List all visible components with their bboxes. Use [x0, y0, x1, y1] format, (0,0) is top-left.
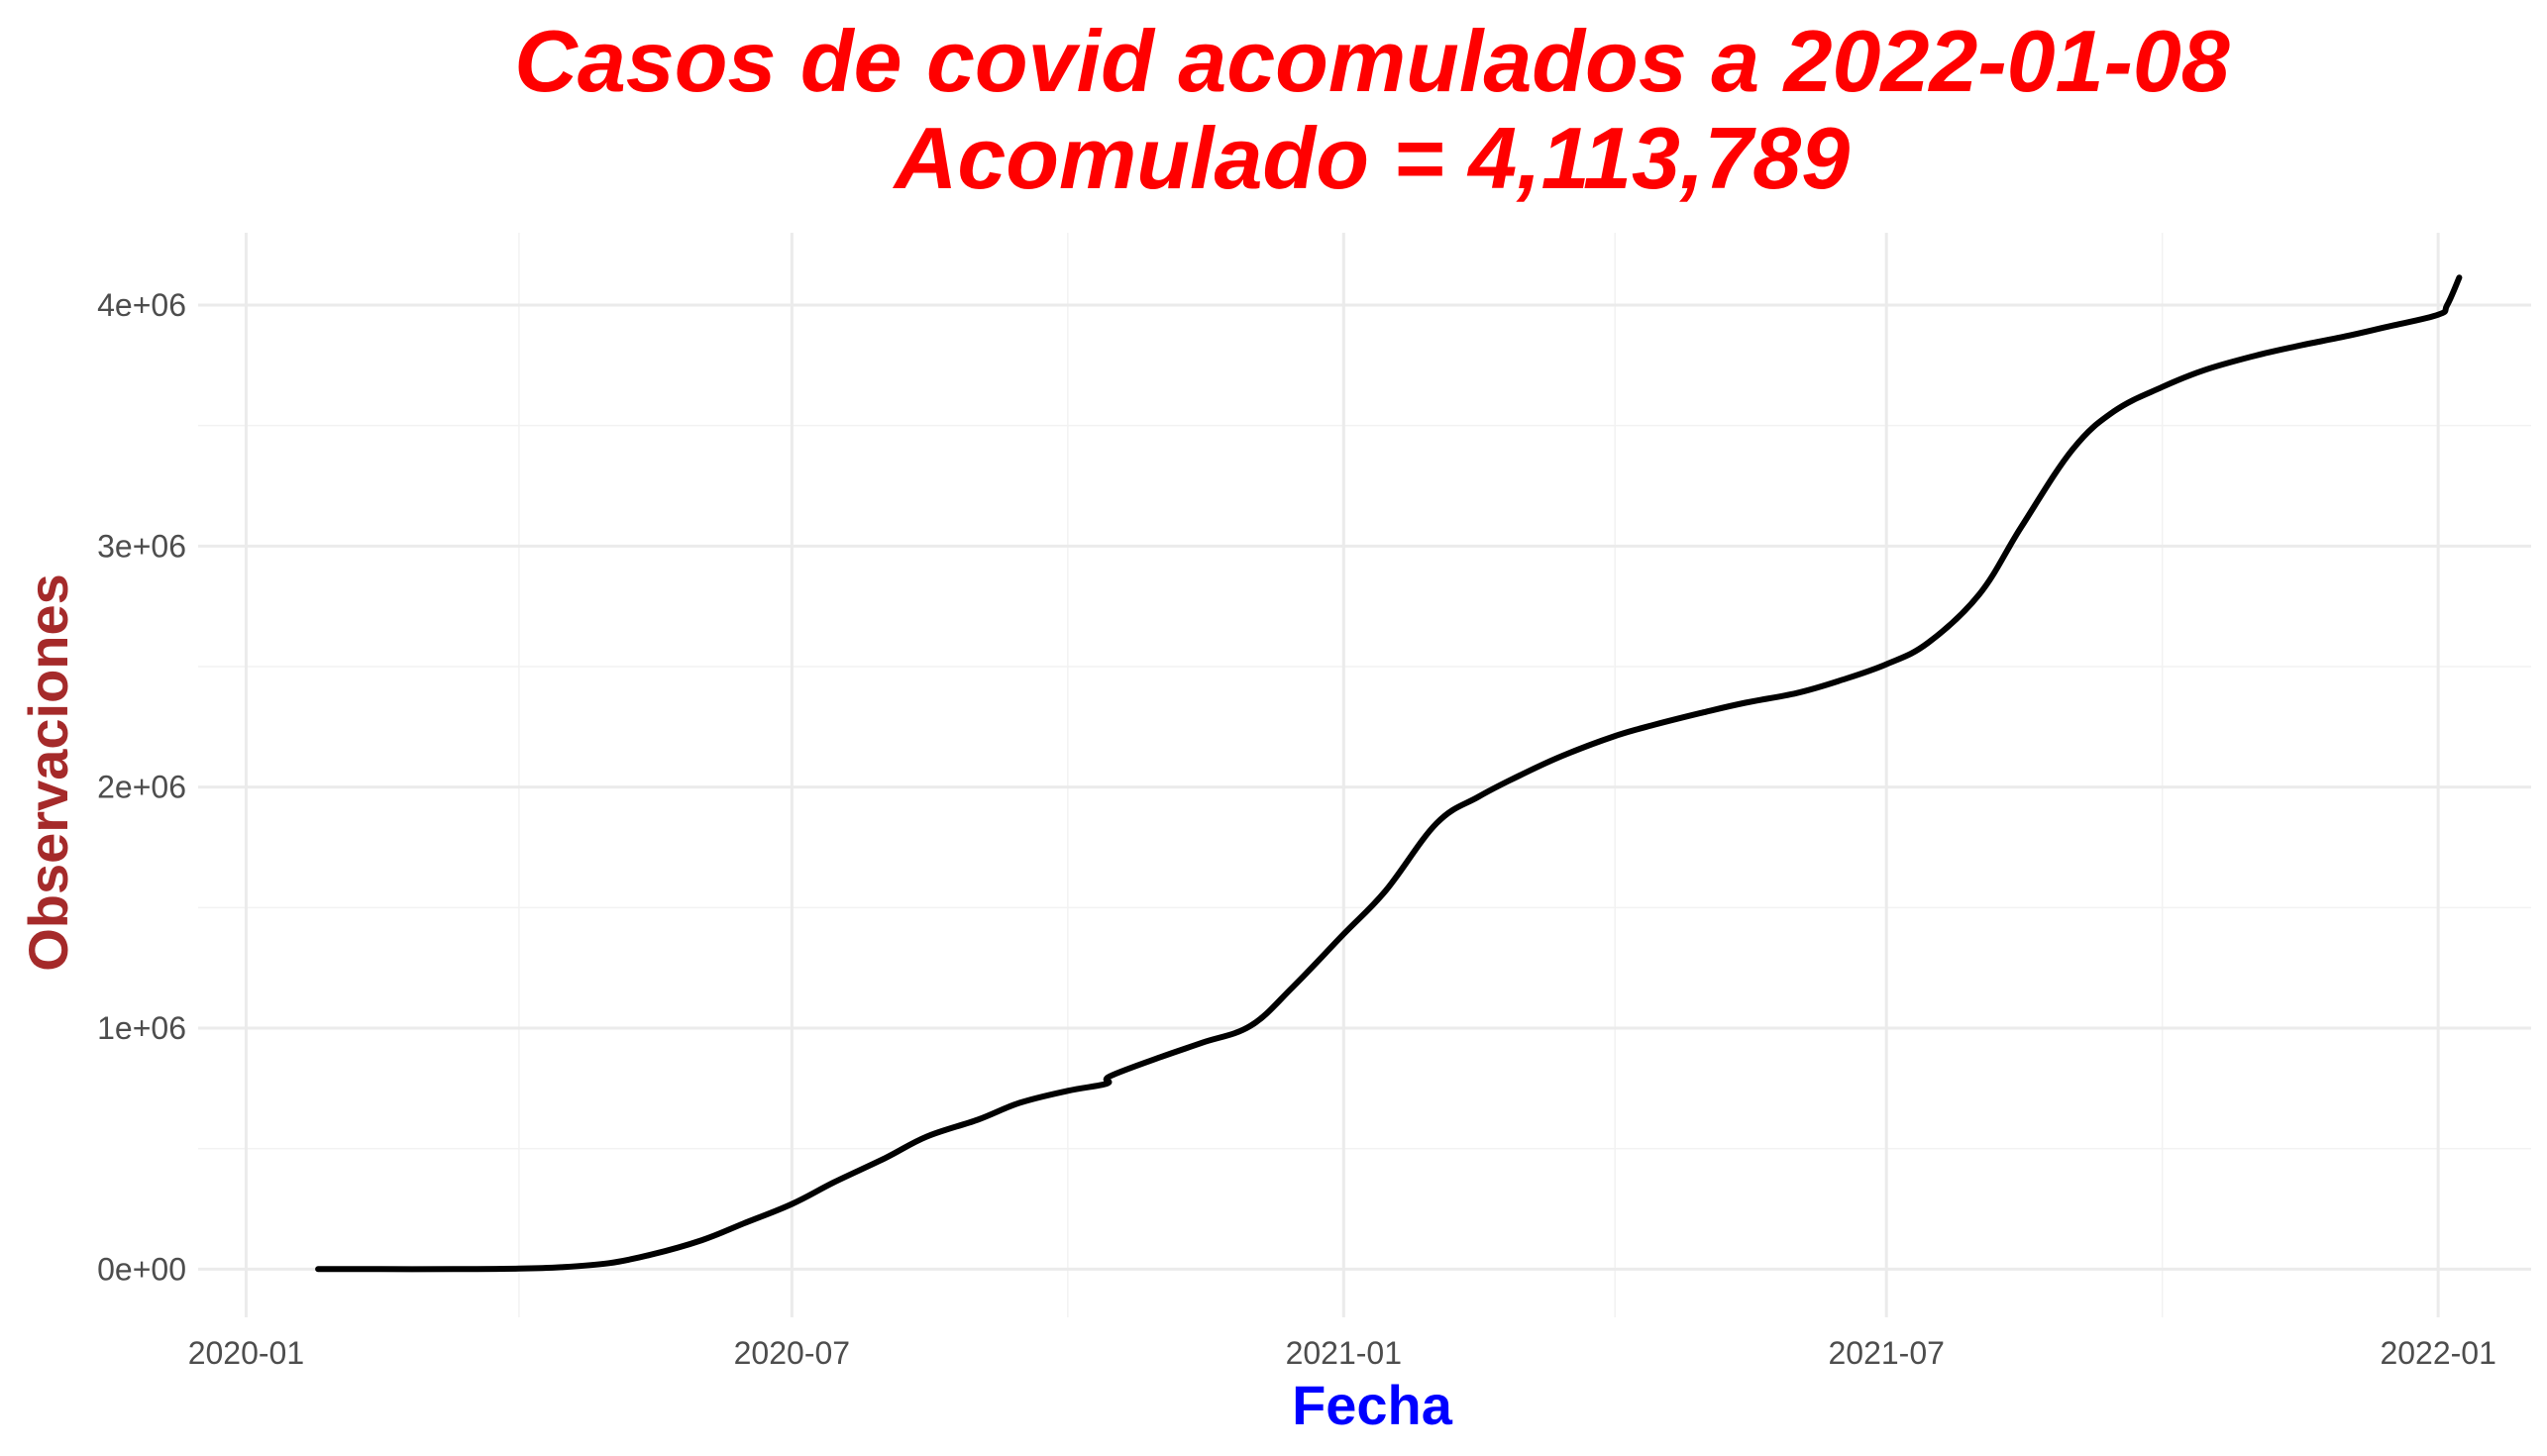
x-tick-label: 2021-07	[1828, 1335, 1944, 1371]
y-axis-title: Observaciones	[17, 573, 79, 972]
x-axis-title: Fecha	[1292, 1374, 1453, 1436]
y-tick-label: 2e+06	[97, 770, 186, 805]
y-tick-label: 0e+00	[97, 1251, 186, 1287]
x-tick-label: 2020-07	[734, 1335, 850, 1371]
chart-title: Casos de covid acomulados a 2022-01-08	[514, 12, 2230, 110]
plot-grid	[198, 233, 2531, 1317]
x-tick-label: 2022-01	[2380, 1335, 2495, 1371]
y-tick-label: 1e+06	[97, 1010, 186, 1046]
y-tick-label: 3e+06	[97, 528, 186, 564]
y-tick-label: 4e+06	[97, 287, 186, 323]
y-axis-tick-labels: 0e+00 1e+06 2e+06 3e+06 4e+06	[97, 287, 186, 1287]
x-tick-label: 2020-01	[188, 1335, 304, 1371]
x-axis-tick-labels: 2020-01 2020-07 2021-01 2021-07 2022-01	[188, 1335, 2496, 1371]
cumulative-cases-line	[315, 274, 2463, 1273]
chart-subtitle: Acomulado = 4,113,789	[893, 109, 1850, 207]
series-layer	[315, 274, 2463, 1273]
x-tick-label: 2021-01	[1286, 1335, 1402, 1371]
